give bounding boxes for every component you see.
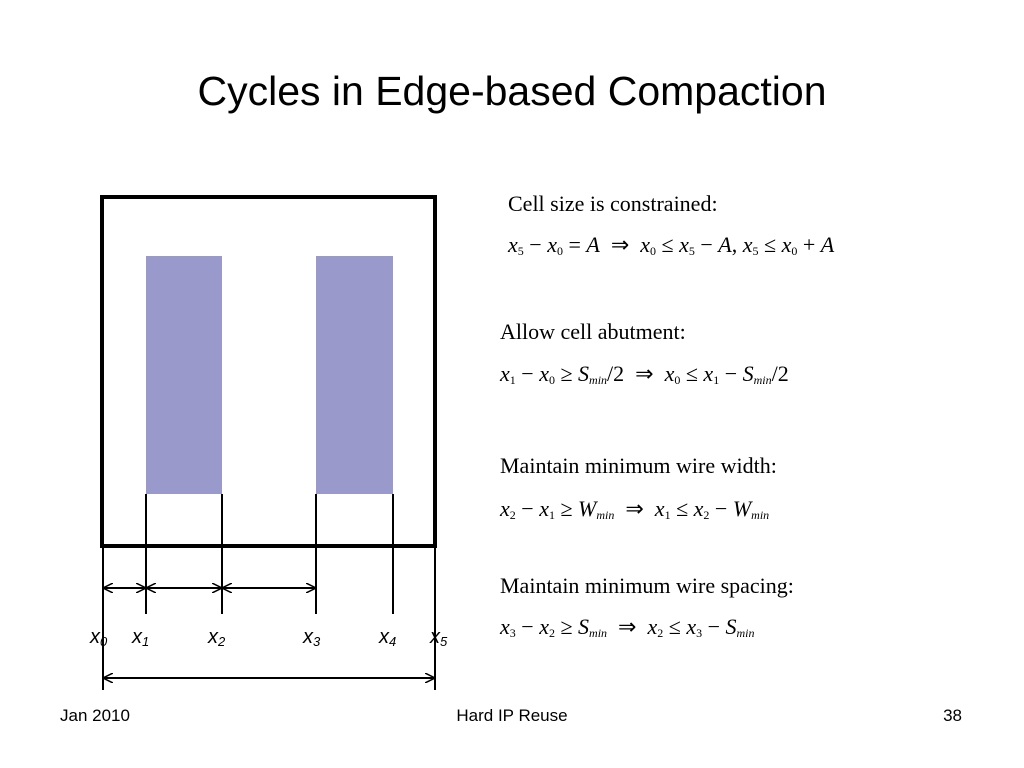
constraint-equation-wire-width: x2 − x1 ≥ Wmin ⇒ x1 ≤ x2 − Wmin xyxy=(500,496,770,522)
constraint-heading-wire-width: Maintain minimum wire width: xyxy=(500,453,777,478)
constraint-equation-cell-size: x5 − x0 = A ⇒ x0 ≤ x5 − A, x5 ≤ x0 + A xyxy=(508,232,835,258)
slide-title: Cycles in Edge-based Compaction xyxy=(197,68,827,114)
constraint-equation-abutment: x1 − x0 ≥ Smin/2 ⇒ x0 ≤ x1 − Smin/2 xyxy=(500,361,789,387)
label-x2: x2 xyxy=(207,626,226,649)
label-x0: x0 xyxy=(89,626,108,649)
footer-page-number: 38 xyxy=(943,706,962,725)
cell-boundary xyxy=(100,195,437,548)
label-x3: x3 xyxy=(302,626,321,649)
constraint-heading-cell-size: Cell size is constrained: xyxy=(508,191,718,216)
constraint-heading-abutment: Allow cell abutment: xyxy=(500,319,686,344)
footer-title: Hard IP Reuse xyxy=(456,706,568,725)
footer-date: Jan 2010 xyxy=(60,706,130,725)
wire-right xyxy=(316,256,393,494)
wire-left xyxy=(146,256,222,494)
label-x4: x4 xyxy=(378,626,396,649)
constraint-equation-wire-spacing: x3 − x2 ≥ Smin ⇒ x2 ≤ x3 − Smin xyxy=(500,614,755,640)
constraint-heading-wire-spacing: Maintain minimum wire spacing: xyxy=(500,573,794,598)
label-x1: x1 xyxy=(131,626,149,649)
label-x5: x5 xyxy=(429,626,448,649)
